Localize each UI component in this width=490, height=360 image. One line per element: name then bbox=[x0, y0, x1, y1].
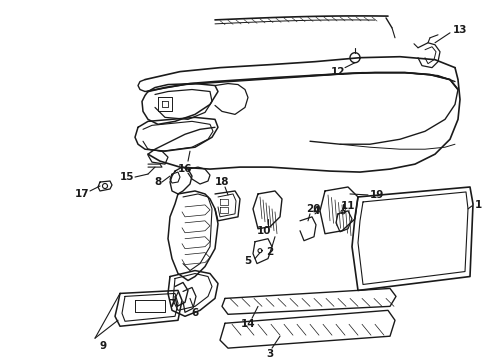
Text: 10: 10 bbox=[257, 226, 271, 236]
Text: 18: 18 bbox=[215, 177, 229, 187]
Text: 2: 2 bbox=[267, 247, 273, 257]
Text: 12: 12 bbox=[331, 67, 345, 77]
Text: 6: 6 bbox=[192, 308, 198, 318]
Text: 1: 1 bbox=[474, 200, 482, 210]
Text: 20: 20 bbox=[306, 204, 320, 214]
Text: 16: 16 bbox=[178, 164, 192, 174]
Text: 8: 8 bbox=[154, 177, 162, 187]
Text: 5: 5 bbox=[245, 256, 252, 266]
Text: 19: 19 bbox=[370, 190, 384, 200]
Text: 9: 9 bbox=[99, 341, 106, 351]
Text: 13: 13 bbox=[453, 25, 467, 35]
Text: 17: 17 bbox=[74, 189, 89, 199]
Text: 11: 11 bbox=[341, 201, 355, 211]
Text: 15: 15 bbox=[120, 172, 134, 182]
Text: 7: 7 bbox=[168, 300, 176, 309]
Text: 4: 4 bbox=[312, 206, 319, 216]
Text: 3: 3 bbox=[267, 349, 273, 359]
Text: 14: 14 bbox=[241, 319, 255, 329]
